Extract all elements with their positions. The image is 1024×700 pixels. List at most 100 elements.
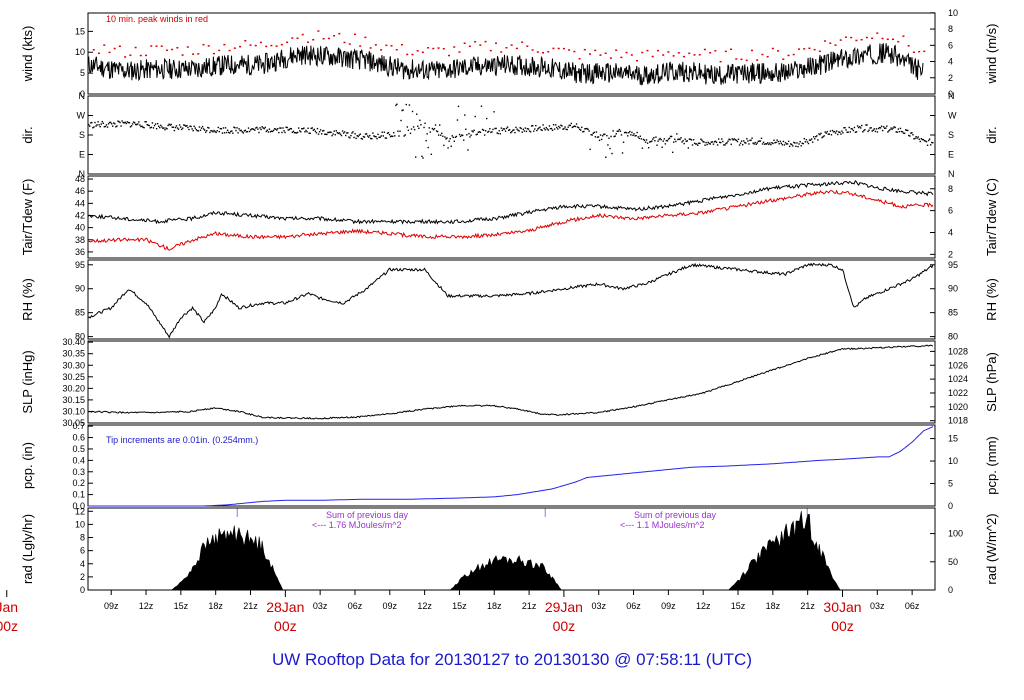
direction-point: [518, 130, 520, 132]
direction-point: [129, 126, 132, 128]
direction-point: [540, 128, 542, 131]
direction-point: [353, 136, 355, 139]
rad-ytick-label: 0: [80, 585, 85, 595]
direction-point: [135, 123, 137, 126]
direction-point: [661, 146, 663, 148]
direction-point: [383, 131, 386, 133]
direction-point: [268, 128, 271, 130]
direction-point: [432, 128, 435, 131]
direction-point: [280, 127, 282, 129]
direction-point: [419, 119, 421, 122]
direction-point: [126, 121, 129, 123]
direction-point: [182, 127, 184, 129]
direction-point: [244, 129, 247, 132]
direction-point: [460, 134, 463, 136]
direction-point: [795, 145, 797, 148]
direction-point: [104, 125, 107, 128]
direction-point: [717, 138, 720, 140]
direction-point: [663, 138, 666, 140]
direction-point: [374, 135, 376, 138]
direction-point: [258, 131, 260, 134]
direction-point: [179, 126, 182, 128]
direction-point: [872, 129, 874, 131]
direction-point: [737, 138, 740, 140]
direction-point: [329, 131, 331, 133]
direction-point: [274, 128, 277, 130]
direction-point: [843, 127, 845, 129]
direction-point: [259, 127, 261, 129]
direction-point: [627, 135, 629, 137]
direction-point: [239, 129, 241, 132]
direction-point: [805, 139, 808, 141]
direction-point: [894, 126, 896, 129]
slp-ytick-right-label: 1018: [948, 416, 968, 426]
wind-ytick-right-label: 10: [948, 8, 958, 18]
direction-point: [138, 121, 140, 123]
direction-point: [909, 135, 911, 137]
direction-point: [127, 121, 130, 124]
direction-point: [650, 140, 652, 143]
direction-point: [587, 128, 589, 131]
direction-point: [450, 145, 452, 147]
direction-point: [884, 127, 886, 129]
direction-point: [782, 140, 785, 143]
direction-point: [294, 132, 297, 134]
direction-point: [358, 134, 360, 136]
direction-point: [743, 140, 745, 142]
direction-point: [771, 142, 773, 144]
direction-point: [146, 123, 148, 126]
direction-point: [364, 133, 367, 135]
direction-point: [476, 133, 479, 135]
direction-point: [828, 133, 831, 135]
direction-point: [498, 130, 500, 132]
direction-point: [764, 143, 767, 145]
direction-point: [203, 129, 206, 131]
direction-point: [439, 124, 441, 126]
wind-ytick-label: 15: [75, 26, 85, 36]
direction-point: [301, 127, 303, 130]
direction-point: [278, 131, 280, 134]
direction-point: [406, 126, 409, 128]
direction-point: [427, 146, 429, 149]
direction-point: [503, 128, 506, 130]
direction-point: [576, 126, 579, 128]
direction-point: [451, 135, 453, 137]
direction-point: [141, 125, 143, 127]
direction-point: [640, 138, 643, 140]
direction-point: [440, 134, 442, 136]
direction-point: [349, 137, 351, 139]
direction-point: [276, 129, 278, 131]
direction-point: [307, 127, 309, 129]
direction-point: [653, 136, 655, 139]
pcp-ytick-label: 0.6: [72, 433, 85, 443]
direction-point: [506, 126, 509, 128]
direction-point: [392, 135, 394, 138]
direction-point: [870, 127, 872, 129]
direction-point: [121, 120, 123, 122]
direction-point: [157, 125, 160, 127]
panel-rad: 0 2 4 6 8 10 12 0 50 100 rad (Lgly/hr) rad (W/m^2) |…: [20, 506, 999, 595]
direction-point: [464, 114, 466, 116]
direction-point: [915, 135, 917, 138]
direction-point: [359, 133, 362, 135]
direction-point: [133, 122, 136, 124]
direction-point: [613, 135, 615, 138]
direction-point: [333, 130, 335, 132]
direction-point: [144, 121, 146, 123]
direction-point: [467, 149, 469, 151]
direction-point: [524, 127, 527, 129]
direction-point: [869, 127, 871, 129]
direction-point: [229, 132, 231, 134]
direction-point: [497, 132, 499, 135]
rad-ytick-label: 12: [75, 506, 85, 516]
day-time-label: 00z: [0, 618, 18, 634]
direction-point: [714, 140, 717, 142]
direction-point: [177, 128, 180, 130]
x-tick-label: 18z: [766, 601, 781, 611]
direction-point: [449, 138, 451, 140]
temp-ytick-right-label: 2: [948, 249, 953, 259]
direction-point: [490, 131, 492, 134]
rad-day-marker: |: [544, 507, 546, 517]
direction-point: [786, 143, 789, 145]
